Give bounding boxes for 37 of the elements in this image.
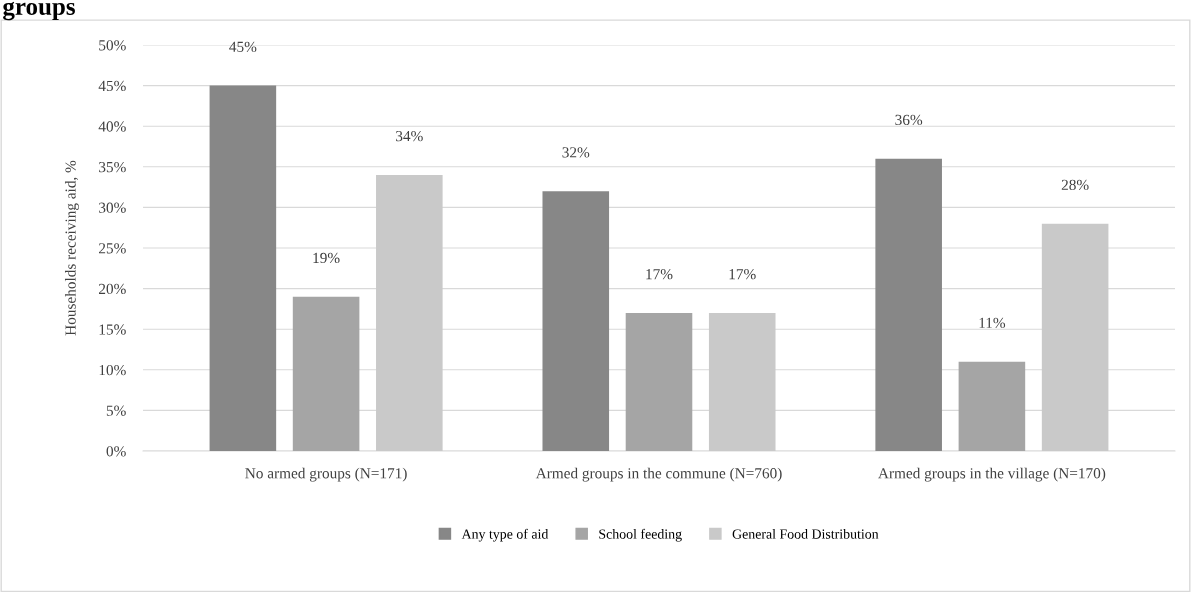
- bar: [376, 174, 443, 451]
- x-tick-label: Armed groups in the village (N=170): [878, 467, 1106, 482]
- legend-label: Any type of aid: [461, 528, 549, 542]
- y-tick-label: 20%: [99, 283, 126, 295]
- y-tick-label: 40%: [98, 121, 126, 132]
- data-label: 45%: [229, 41, 257, 52]
- y-tick-label: 10%: [99, 364, 126, 376]
- y-tick-label: 30%: [99, 202, 126, 213]
- bar: [292, 296, 360, 451]
- bar: [875, 158, 942, 451]
- data-label: 34%: [396, 130, 423, 142]
- bar: [625, 312, 693, 451]
- chart-title: groups: [3, 1, 75, 21]
- bar: [1041, 223, 1109, 451]
- data-label: 17%: [646, 268, 673, 280]
- data-label: 11%: [979, 317, 1006, 329]
- y-tick-label: 25%: [99, 243, 126, 254]
- bar: [958, 361, 1026, 451]
- x-tick-label: Armed groups in the commune (N=760): [535, 467, 782, 482]
- bar: [209, 85, 277, 451]
- y-tick-label: 0%: [106, 446, 126, 457]
- y-tick-label: 5%: [106, 405, 126, 416]
- data-label: 19%: [313, 252, 340, 264]
- bar: [708, 312, 776, 451]
- y-tick-label: 50%: [99, 40, 126, 51]
- legend-label: School feeding: [599, 528, 682, 542]
- data-label: 28%: [1061, 179, 1089, 191]
- data-label: 36%: [895, 114, 923, 126]
- y-tick-label: 45%: [98, 80, 126, 92]
- y-tick-label: 15%: [99, 324, 126, 335]
- y-tick-label: 35%: [99, 161, 126, 173]
- bar: [542, 191, 610, 451]
- legend-label: General Food Distribution: [732, 528, 879, 539]
- y-axis-title: Households receiving aid, %: [64, 160, 79, 336]
- data-label: 17%: [729, 268, 756, 280]
- data-label: 32%: [562, 147, 590, 158]
- x-tick-label: No armed groups (N=171): [245, 467, 407, 482]
